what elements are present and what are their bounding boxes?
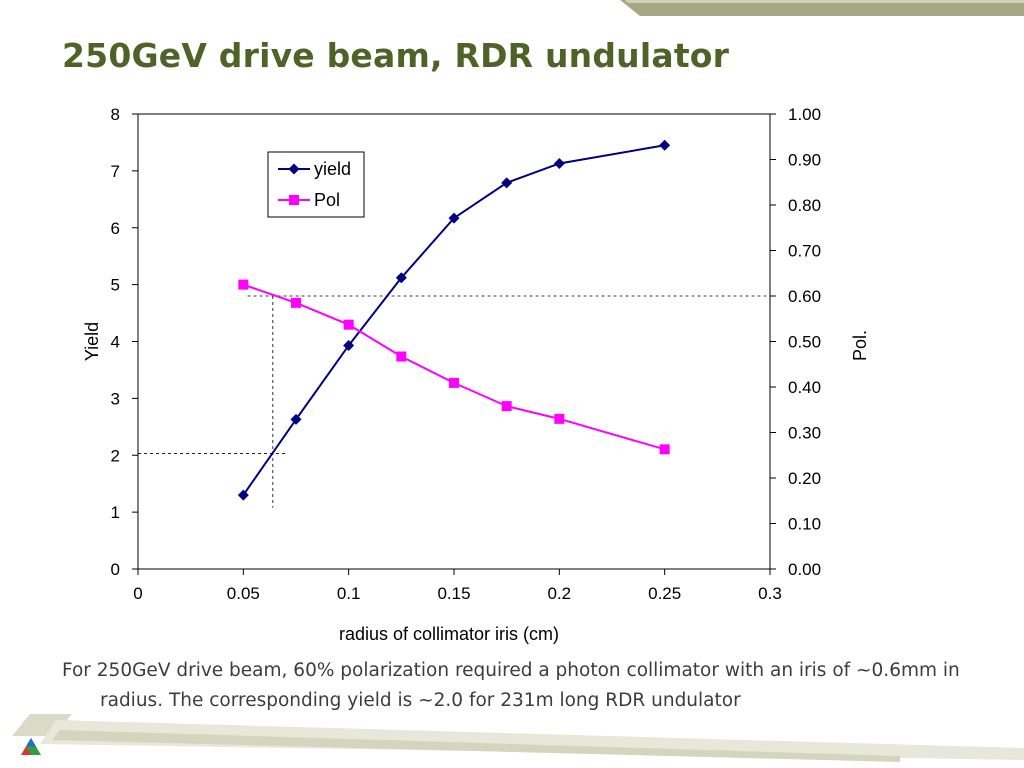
y-tick-label: 3 (111, 389, 120, 408)
slide-caption: For 250GeV drive beam, 60% polarization … (62, 660, 960, 711)
x-tick-label: 0.1 (337, 584, 361, 603)
y2-tick-label: 0.00 (788, 560, 821, 579)
yield-point (290, 413, 302, 425)
y2-tick-label: 0.90 (788, 151, 821, 170)
series-line-pol (243, 283, 665, 451)
y2-tick-label: 0.80 (788, 196, 821, 215)
y-tick-label: 0 (111, 560, 120, 579)
argonne-logo-icon (21, 738, 41, 755)
pol-point (238, 279, 249, 290)
pol-point (501, 401, 512, 412)
legend-marker-yield (288, 163, 300, 175)
pol-point (343, 319, 354, 330)
x-tick-label: 0 (133, 584, 142, 603)
top-band-light (625, 0, 1024, 3)
y2-axis-title: Pol. (850, 330, 870, 361)
yield-point (553, 157, 565, 169)
x-tick-label: 0.2 (548, 584, 572, 603)
chart-container: 0 0.05 0.1 0.15 0.2 0.25 0.3 0 1 2 3 4 5 6 7 8 0.00 0.10 0… (0, 90, 1024, 650)
y-tick-label: 5 (111, 276, 120, 295)
plot-area-frame (137, 113, 771, 570)
pol-point (659, 444, 670, 455)
top-band-dark (620, 0, 1024, 16)
y-tick-label: 8 (111, 105, 120, 124)
yield-point (395, 272, 407, 284)
y2-tick-label: 0.40 (788, 378, 821, 397)
x-tick-label: 0.25 (648, 584, 681, 603)
pol-point (396, 351, 407, 362)
pol-point (449, 377, 459, 388)
x-tick-label: 0.05 (227, 584, 260, 603)
y2-tick-label: 0.30 (788, 424, 821, 443)
y-tick-label: 2 (111, 446, 120, 465)
y2-tick-label: 0.50 (788, 333, 821, 352)
x-tick-label: 0.15 (437, 584, 470, 603)
y-axis-title: Yield (82, 322, 102, 361)
yield-point (237, 489, 249, 501)
yield-point (343, 339, 355, 351)
y2-tick-label: 0.20 (788, 469, 821, 488)
series-line-yield (242, 144, 665, 496)
pol-point (554, 413, 565, 424)
legend-label-yield: yield (314, 159, 351, 179)
y-tick-label: 6 (111, 219, 120, 238)
slide-title: 250GeV drive beam, RDR undulator (62, 36, 730, 75)
y2-tick-label: 0.70 (788, 242, 821, 261)
yield-point (501, 177, 513, 189)
bottom-decor-swoosh (12, 714, 1024, 762)
y2-tick-label: 0.10 (788, 515, 821, 534)
top-decor-band (620, 0, 1024, 16)
legend-box (267, 151, 365, 218)
legend-label-pol: Pol (314, 190, 340, 210)
y-tick-label: 1 (111, 503, 120, 522)
y-tick-label: 4 (111, 333, 120, 352)
y-tick-label: 7 (111, 162, 120, 181)
x-axis-title: radius of collimator iris (cm) (339, 624, 559, 644)
yield-point (448, 212, 460, 224)
chart-svg: 0 0.05 0.1 0.15 0.2 0.25 0.30123456780.000.100… (82, 105, 870, 644)
y2-tick-label: 0.60 (788, 287, 821, 306)
legend-marker-pol (289, 195, 299, 205)
pol-point (291, 297, 301, 308)
y2-tick-label: 1.00 (788, 105, 821, 124)
x-tick-label: 0.3 (758, 584, 782, 603)
yield-point (659, 139, 671, 151)
